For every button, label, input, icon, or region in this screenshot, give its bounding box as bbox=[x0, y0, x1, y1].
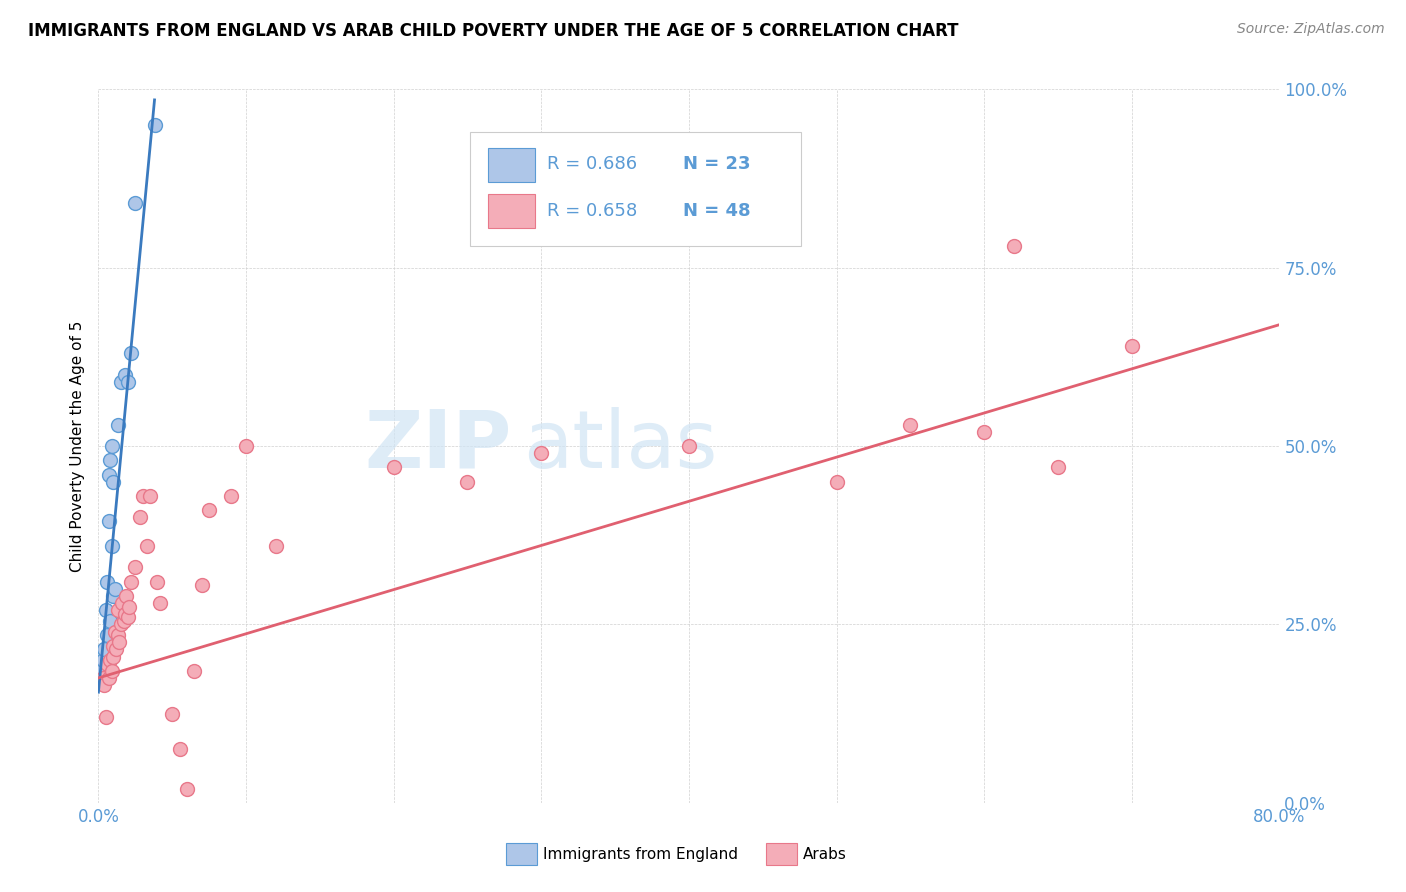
Point bbox=[96, 657, 118, 671]
Point bbox=[128, 510, 150, 524]
Text: N = 23: N = 23 bbox=[683, 155, 751, 173]
Point bbox=[97, 514, 120, 528]
Point bbox=[97, 671, 120, 685]
Point bbox=[118, 599, 141, 614]
Point bbox=[103, 475, 125, 489]
Bar bbox=[471, 132, 801, 246]
Text: IMMIGRANTS FROM ENGLAND VS ARAB CHILD POVERTY UNDER THE AGE OF 5 CORRELATION CHA: IMMIGRANTS FROM ENGLAND VS ARAB CHILD PO… bbox=[28, 22, 959, 40]
Point bbox=[132, 489, 155, 503]
Point bbox=[93, 678, 115, 692]
Point bbox=[124, 560, 146, 574]
Point bbox=[110, 375, 132, 389]
Point bbox=[146, 574, 169, 589]
Point bbox=[973, 425, 995, 439]
Point bbox=[115, 589, 138, 603]
Point bbox=[103, 589, 125, 603]
Point bbox=[111, 596, 134, 610]
Text: atlas: atlas bbox=[523, 407, 718, 485]
Point bbox=[530, 446, 553, 460]
Point bbox=[149, 596, 172, 610]
Text: Arabs: Arabs bbox=[803, 847, 846, 862]
Bar bbox=[488, 148, 536, 182]
Bar bbox=[488, 194, 536, 228]
Point bbox=[176, 781, 198, 796]
Text: ZIP: ZIP bbox=[364, 407, 512, 485]
Point bbox=[139, 489, 162, 503]
Point bbox=[103, 649, 125, 664]
Point bbox=[107, 603, 129, 617]
Point bbox=[825, 475, 848, 489]
Point bbox=[90, 664, 112, 678]
Point bbox=[96, 628, 118, 642]
Point bbox=[124, 196, 146, 211]
Point bbox=[162, 706, 183, 721]
Point bbox=[93, 642, 115, 657]
Point bbox=[183, 664, 205, 678]
Point bbox=[1121, 339, 1143, 353]
Text: R = 0.686: R = 0.686 bbox=[547, 155, 637, 173]
Point bbox=[235, 439, 257, 453]
Point bbox=[114, 607, 136, 621]
Point bbox=[1046, 460, 1069, 475]
Point bbox=[100, 439, 122, 453]
Point bbox=[97, 467, 120, 482]
Point bbox=[136, 539, 159, 553]
Point bbox=[100, 539, 122, 553]
Point bbox=[191, 578, 214, 592]
Point bbox=[103, 639, 125, 653]
Point bbox=[104, 582, 127, 596]
Point bbox=[96, 574, 118, 589]
Point bbox=[107, 417, 129, 432]
Point bbox=[108, 635, 131, 649]
Point bbox=[91, 653, 114, 667]
Point bbox=[120, 346, 142, 360]
Text: R = 0.658: R = 0.658 bbox=[547, 202, 637, 219]
Point bbox=[1002, 239, 1025, 253]
Point bbox=[100, 664, 122, 678]
Point bbox=[94, 710, 117, 724]
Point bbox=[105, 624, 128, 639]
Point bbox=[98, 653, 121, 667]
Point bbox=[120, 574, 142, 589]
Point bbox=[382, 460, 405, 475]
Point bbox=[98, 453, 121, 467]
Text: N = 48: N = 48 bbox=[683, 202, 751, 219]
Point bbox=[117, 610, 139, 624]
Text: Source: ZipAtlas.com: Source: ZipAtlas.com bbox=[1237, 22, 1385, 37]
Point bbox=[117, 375, 139, 389]
Point bbox=[91, 671, 114, 685]
Text: Immigrants from England: Immigrants from England bbox=[543, 847, 738, 862]
Point bbox=[264, 539, 287, 553]
Point bbox=[143, 118, 166, 132]
Point bbox=[98, 614, 121, 628]
Point bbox=[456, 475, 478, 489]
Point bbox=[219, 489, 242, 503]
Point bbox=[678, 439, 700, 453]
Point bbox=[900, 417, 922, 432]
Point bbox=[198, 503, 221, 517]
Point bbox=[114, 368, 136, 382]
Point bbox=[169, 742, 191, 756]
Point bbox=[94, 603, 117, 617]
Point bbox=[112, 614, 135, 628]
Point bbox=[107, 628, 129, 642]
Point bbox=[105, 642, 128, 657]
Point bbox=[104, 624, 127, 639]
Y-axis label: Child Poverty Under the Age of 5: Child Poverty Under the Age of 5 bbox=[70, 320, 86, 572]
Point bbox=[110, 617, 132, 632]
